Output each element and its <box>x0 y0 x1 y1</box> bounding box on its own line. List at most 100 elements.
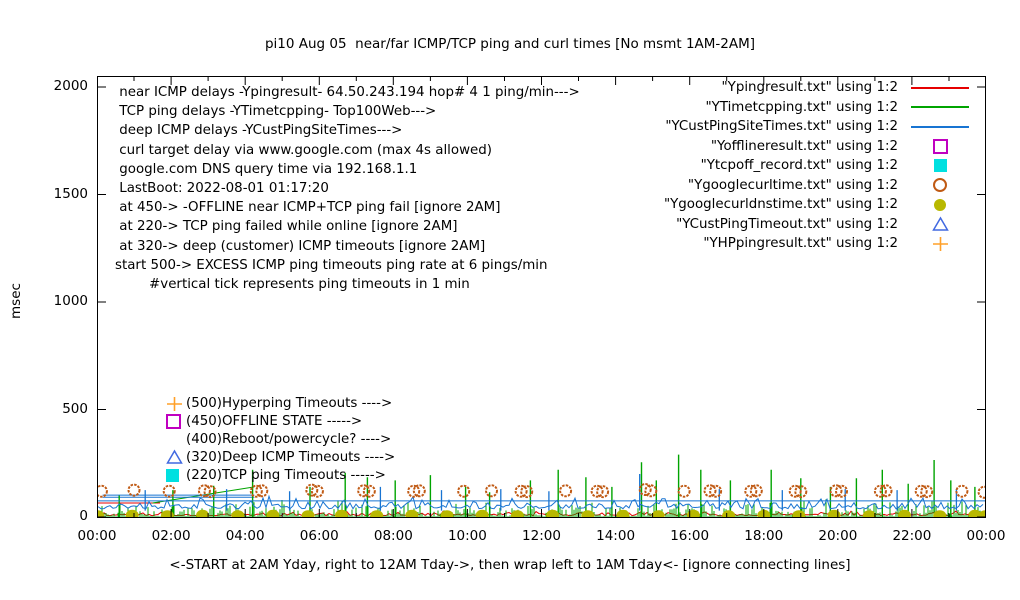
dns-time-point <box>968 509 982 518</box>
legend-marker <box>910 86 970 89</box>
open-square-icon <box>932 138 948 154</box>
info-line: at 320-> deep (customer) ICMP timeouts [… <box>115 238 486 254</box>
x-tick-label: 06:00 <box>299 528 339 544</box>
legend-row: "YCustPingSiteTimes.txt" using 1:2 <box>638 117 970 137</box>
info-line: LastBoot: 2022-08-01 01:17:20 <box>115 181 329 197</box>
dns-time-point <box>722 510 736 518</box>
x-tick-label: 00:00 <box>966 528 1006 544</box>
dns-time-point <box>581 510 595 518</box>
info-line: start 500-> EXCESS ICMP ping timeouts pi… <box>115 257 548 273</box>
info-line: at 220-> TCP ping failed while online [i… <box>115 219 458 235</box>
level-key-row: (500)Hyperping Timeouts ----> <box>166 395 395 413</box>
legend-label: "Yofflineresult.txt" using 1:2 <box>710 138 898 154</box>
legend-row: "YCustPingTimeout.txt" using 1:2 <box>638 215 970 235</box>
dns-time-point <box>370 510 384 518</box>
dns-time-point <box>405 509 419 518</box>
legend-label: "YCustPingTimeout.txt" using 1:2 <box>676 216 898 232</box>
x-tick-label: 14:00 <box>596 528 636 544</box>
curl-time-point <box>197 484 211 498</box>
level-key-marker <box>166 396 186 412</box>
dns-time-point <box>266 509 280 518</box>
legend-row: "YTimetcpping.txt" using 1:2 <box>638 98 970 118</box>
legend-row: "Ytcpoff_record.txt" using 1:2 <box>638 156 970 176</box>
curl-time-point <box>310 484 324 498</box>
legend-row: "Yofflineresult.txt" using 1:2 <box>638 137 970 157</box>
level-key-label: (320)Deep ICMP Timeouts ----> <box>186 449 396 465</box>
legend-label: "YTimetcpping.txt" using 1:2 <box>705 99 898 115</box>
x-tick-label: 16:00 <box>670 528 710 544</box>
curl-time-point <box>520 485 534 499</box>
legend-row: "YHPpingresult.txt" using 1:2 <box>638 234 970 254</box>
level-key-row: (400)Reboot/powercycle? ----> <box>166 431 395 449</box>
y-tick-label: 500 <box>62 400 88 417</box>
info-line: deep ICMP delays -YCustPingSiteTimes---> <box>115 123 403 139</box>
threshold-level-key: (500)Hyperping Timeouts ----> (450)OFFLIN… <box>166 395 395 484</box>
x-tick-label: 22:00 <box>892 528 932 544</box>
y-tick-label: 1500 <box>53 185 88 202</box>
legend: "Ypingresult.txt" using 1:2 "YTimetcpping… <box>638 78 970 254</box>
series-tcp-ping-spikes <box>118 454 976 517</box>
x-tick-label: 12:00 <box>522 528 561 544</box>
filled-square-icon <box>933 159 947 173</box>
curl-time-point <box>590 484 604 498</box>
info-line: google.com DNS query time via 192.168.1.… <box>115 161 418 177</box>
curl-time-point <box>788 484 802 498</box>
level-key-row: (450)OFFLINE STATE -----> <box>166 413 395 431</box>
curl-time-point <box>457 484 471 498</box>
dns-time-point <box>231 510 245 518</box>
curl-time-point <box>514 484 528 498</box>
y-tick-label: 0 <box>79 508 88 524</box>
level-key-label: (400)Reboot/powercycle? ----> <box>186 431 392 447</box>
legend-marker <box>910 125 970 128</box>
legend-label: "Ygooglecurldnstime.txt" using 1:2 <box>663 197 898 213</box>
curl-time-point <box>749 484 763 498</box>
curl-time-point <box>255 484 269 498</box>
y-tick-label: 2000 <box>53 78 88 94</box>
curl-time-point <box>305 483 319 497</box>
curl-time-point <box>709 484 723 498</box>
open-square-icon <box>166 414 181 430</box>
series-deep-icmp-line <box>97 494 984 510</box>
legend-label: "YCustPingSiteTimes.txt" using 1:2 <box>665 119 898 135</box>
legend-row: "Ypingresult.txt" using 1:2 <box>638 78 970 98</box>
dns-time-point <box>651 510 665 518</box>
line-sample-icon <box>911 125 969 128</box>
level-key-label: (220)TCP ping Timeouts -----> <box>186 467 386 483</box>
level-key-label: (450)OFFLINE STATE -----> <box>186 414 363 430</box>
info-annotation-block: near ICMP delays -Ypingresult- 64.50.243… <box>115 83 580 294</box>
curl-time-point <box>873 484 887 498</box>
line-sample-icon <box>911 106 969 109</box>
plus-icon <box>167 396 182 411</box>
legend-marker <box>910 178 970 193</box>
dns-time-point <box>792 510 806 518</box>
open-triangle-icon <box>931 216 949 231</box>
curl-time-point <box>879 484 893 498</box>
legend-row: "Ygooglecurltime.txt" using 1:2 <box>638 176 970 196</box>
dns-time-point <box>440 510 454 518</box>
y-axis-label: msec <box>8 283 24 319</box>
plus-icon <box>932 236 948 251</box>
info-line: curl target delay via www.google.com (ma… <box>115 142 493 158</box>
x-tick-label: 08:00 <box>373 528 413 544</box>
curl-time-point <box>249 484 263 498</box>
chart-title: pi10 Aug 05 near/far ICMP/TCP ping and c… <box>264 36 756 52</box>
level-key-marker <box>166 414 186 430</box>
x-tick-label: 10:00 <box>447 528 487 544</box>
dns-time-point <box>862 510 876 518</box>
dns-time-point <box>335 509 348 518</box>
dns-time-point <box>475 509 489 518</box>
curl-time-point <box>559 484 573 498</box>
legend-marker <box>910 106 970 109</box>
legend-label: "YHPpingresult.txt" using 1:2 <box>703 236 898 252</box>
curl-time-point <box>127 483 141 497</box>
curl-time-point <box>703 484 717 498</box>
level-key-row: (320)Deep ICMP Timeouts ----> <box>166 448 395 466</box>
curl-time-point <box>203 485 217 499</box>
plot-border <box>97 76 986 518</box>
curl-time-point <box>914 484 928 498</box>
y-tick-label: 1000 <box>53 293 88 309</box>
curl-time-point <box>362 484 376 498</box>
level-key-marker <box>166 449 186 465</box>
level-key-label: (500)Hyperping Timeouts ----> <box>186 396 393 412</box>
